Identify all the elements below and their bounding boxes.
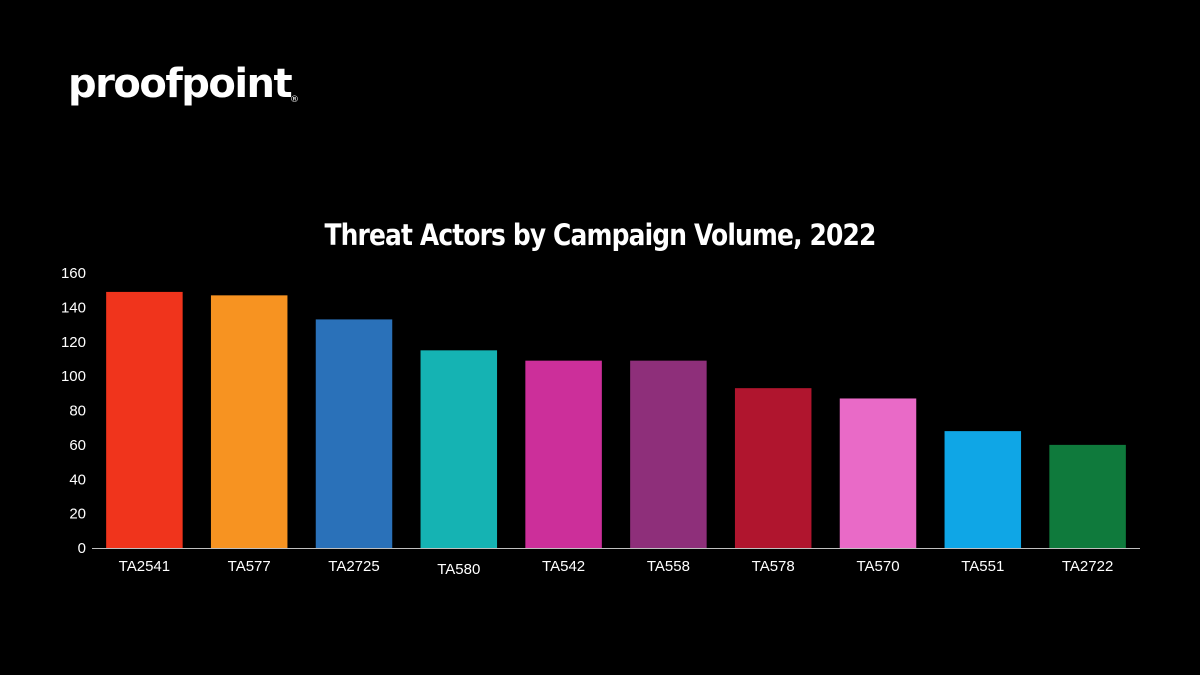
bar-ta570: [840, 398, 917, 548]
y-tick-label: 120: [61, 334, 86, 351]
bar-ta2541: [106, 292, 183, 548]
bar-ta580: [421, 350, 498, 548]
bar-ta551: [945, 431, 1022, 548]
y-tick-label: 140: [61, 299, 86, 316]
x-tick-label: TA542: [542, 558, 585, 575]
x-axis: TA2541 TA577 TA2725 TA580 TA542 TA558 TA578 TA5…: [92, 549, 1140, 579]
y-tick-label: 100: [61, 368, 86, 385]
y-axis: 0 20 40 60 80 100 120 140 160: [61, 265, 86, 557]
y-tick-label: 60: [69, 437, 86, 454]
x-tick-label: TA577: [228, 558, 271, 575]
bar-ta2725: [316, 319, 393, 548]
y-tick-label: 20: [69, 506, 86, 523]
y-tick-label: 40: [69, 471, 86, 488]
bar-ta542: [525, 361, 602, 548]
x-tick-label: TA580: [437, 561, 480, 578]
bar-ta577: [211, 295, 288, 548]
bar-ta2722: [1049, 445, 1126, 548]
bar-ta558: [630, 361, 707, 548]
y-tick-label: 160: [61, 265, 86, 282]
x-tick-label: TA578: [752, 558, 795, 575]
x-tick-label: TA551: [961, 558, 1004, 575]
bar-ta578: [735, 388, 812, 548]
bars: [106, 292, 1126, 548]
x-tick-label: TA2725: [328, 558, 379, 575]
y-tick-label: 0: [78, 540, 86, 557]
x-tick-label: TA558: [647, 558, 690, 575]
y-tick-label: 80: [69, 403, 86, 420]
x-tick-label: TA2541: [119, 558, 170, 575]
x-tick-label: TA570: [856, 558, 899, 575]
x-tick-label: TA2722: [1062, 558, 1113, 575]
